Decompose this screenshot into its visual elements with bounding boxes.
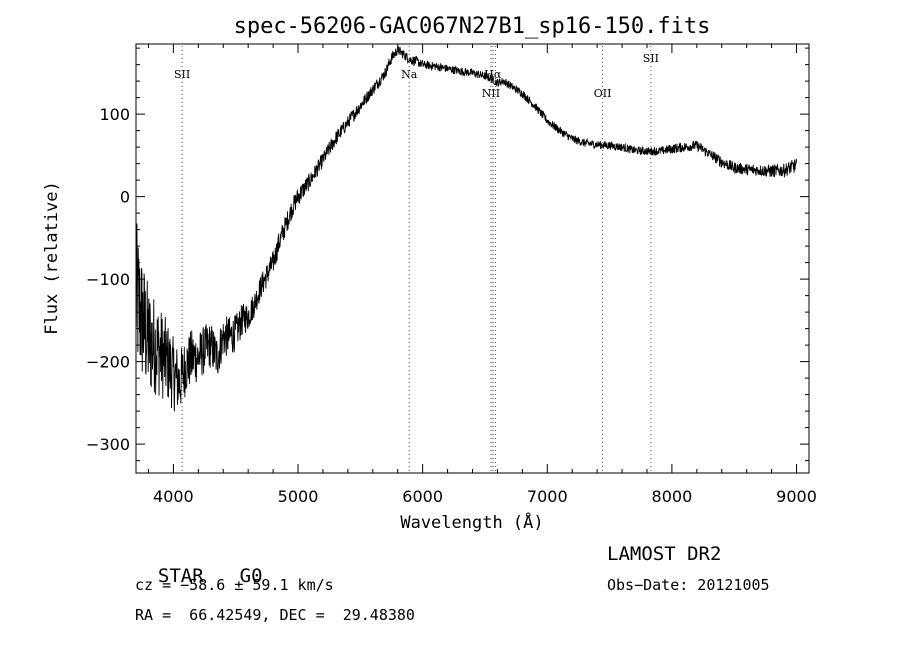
x-tick-label: 5000 bbox=[278, 487, 319, 506]
line-marker-label: Na bbox=[401, 68, 418, 81]
y-tick-label: 100 bbox=[99, 105, 130, 124]
x-axis-ticks: 4000 5000 6000 7000 8000 9000 bbox=[147, 44, 817, 506]
spectrum-line bbox=[135, 46, 797, 412]
y-tick-label: −100 bbox=[86, 270, 130, 289]
line-marker-label: NII bbox=[482, 87, 500, 100]
class-label: STAR bbox=[157, 565, 204, 587]
line-marker-label: SII bbox=[174, 68, 190, 81]
x-tick-label: 8000 bbox=[652, 487, 693, 506]
line-marker-label: SII bbox=[643, 52, 659, 65]
object-class: STAR G0 bbox=[135, 543, 263, 587]
y-tick-label: −300 bbox=[86, 435, 130, 454]
x-tick-label: 6000 bbox=[402, 487, 443, 506]
plot-frame bbox=[135, 43, 810, 474]
coordinates-text: RA = 66.42549, DEC = 29.48380 bbox=[135, 606, 415, 624]
survey-label: LAMOST DR2 bbox=[607, 543, 722, 565]
y-axis-label: Flux (relative) bbox=[42, 181, 62, 335]
chart-title: spec-56206-GAC067N27B1_sp16-150.fits bbox=[234, 14, 711, 39]
observation-date: Obs−Date: 20121005 bbox=[607, 576, 770, 594]
redshift-text: cz = −58.6 ± 59.1 km/s bbox=[135, 576, 334, 594]
x-axis-label: Wavelength (Å) bbox=[400, 511, 543, 533]
subclass-label: G0 bbox=[239, 565, 263, 587]
line-marker-label: OII bbox=[594, 87, 612, 100]
spectrum-series bbox=[135, 46, 797, 412]
y-tick-label: −200 bbox=[86, 353, 130, 372]
x-tick-label: 4000 bbox=[153, 487, 194, 506]
y-axis-ticks: −300 −200 −100 0 100 bbox=[86, 47, 809, 462]
x-tick-label: 7000 bbox=[527, 487, 568, 506]
y-tick-label: 0 bbox=[120, 188, 130, 207]
x-tick-label: 9000 bbox=[776, 487, 817, 506]
